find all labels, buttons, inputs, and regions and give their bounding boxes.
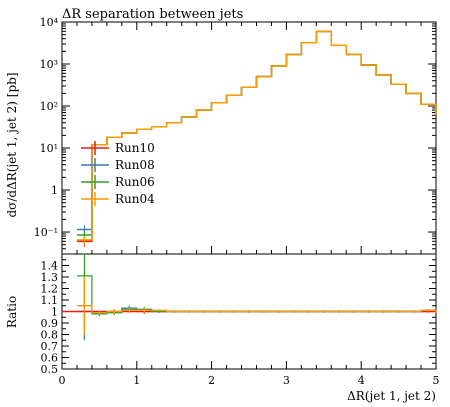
top-tick-label: 1 — [51, 184, 58, 197]
ratio-tick-label: 1 — [51, 306, 58, 319]
series-line-run04 — [76, 30, 437, 241]
top-tick-label: 10⁴ — [40, 16, 59, 29]
x-tick-label: 0 — [59, 374, 66, 387]
x-axis-ticks: 0 1 2 3 4 5 — [59, 22, 440, 387]
legend-label: Run04 — [115, 192, 155, 206]
x-tick-label: 1 — [133, 374, 140, 387]
ratio-tick-label: 1.4 — [41, 260, 59, 273]
x-axis-label: ΔR(jet 1, jet 2) — [347, 389, 436, 403]
x-tick-label: 5 — [433, 374, 440, 387]
x-tick-label: 2 — [208, 374, 215, 387]
chart-title: ΔR separation between jets — [62, 7, 243, 22]
top-tick-label: 10² — [40, 100, 58, 113]
ratio-tick-label: 0.7 — [41, 340, 59, 353]
top-series-group — [76, 30, 437, 247]
top-tick-label: 10³ — [40, 58, 58, 71]
x-tick-label: 3 — [283, 374, 290, 387]
series-line-run10 — [76, 30, 437, 243]
ratio-tick-label: 1.3 — [41, 271, 59, 284]
top-y-axis-label: dσ/dΔR(jet 1, jet 2) [pb] — [5, 72, 19, 217]
top-tick-label: 10¹ — [40, 142, 58, 155]
ratio-tick-label: 0.5 — [41, 363, 59, 376]
ratio-series-group — [62, 254, 437, 341]
ratio-y-axis-label: Ratio — [5, 296, 19, 328]
x-tick-label: 4 — [358, 374, 365, 387]
top-y-axis-ticks: 10⁻¹ 1 10¹ 10² 10³ 10⁴ — [34, 16, 436, 255]
legend-label: Run06 — [115, 175, 155, 189]
legend: Run10 Run08 Run06 Run04 — [81, 141, 155, 206]
ratio-tick-label: 1.2 — [41, 283, 59, 296]
ratio-tick-label: 0.6 — [41, 352, 59, 365]
top-tick-label: 10⁻¹ — [34, 226, 58, 239]
ratio-line-run04 — [76, 305, 437, 314]
ratio-tick-label: 1.1 — [41, 294, 59, 307]
legend-label: Run08 — [115, 158, 155, 172]
ratio-tick-label: 0.8 — [41, 329, 59, 342]
ratio-tick-label: 0.9 — [41, 317, 59, 330]
legend-label: Run10 — [115, 141, 155, 155]
ratio-y-axis-ticks: 0.50.60.70.80.911.11.21.31.4 — [41, 259, 436, 376]
